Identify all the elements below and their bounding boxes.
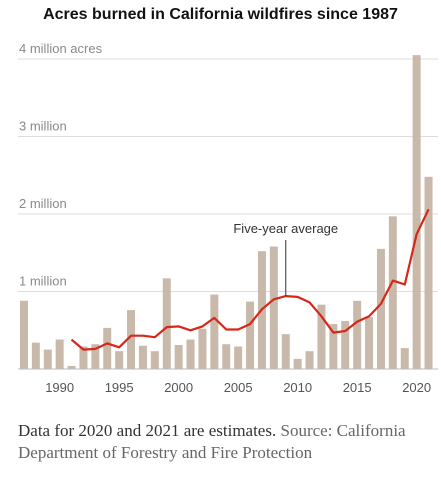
- annotation-group: Five-year average: [233, 221, 338, 297]
- bar: [103, 327, 112, 369]
- bar: [210, 294, 219, 369]
- annotation-label: Five-year average: [233, 221, 338, 236]
- x-tick-label: 2010: [283, 380, 312, 395]
- bar: [31, 342, 40, 369]
- grid-lines: [18, 58, 438, 292]
- bar: [424, 176, 433, 369]
- bar: [365, 317, 374, 369]
- bar: [341, 320, 350, 369]
- bar: [353, 300, 362, 369]
- x-tick-label: 2000: [164, 380, 193, 395]
- bar: [305, 351, 314, 369]
- bar: [127, 310, 136, 369]
- source-note: Source: California Department of Forestr…: [18, 421, 406, 462]
- bar: [19, 300, 28, 369]
- bar: [293, 358, 302, 369]
- bar: [162, 278, 171, 369]
- bar: [234, 346, 243, 369]
- bar: [67, 365, 76, 369]
- x-tick-label: 2015: [343, 380, 372, 395]
- bars: [19, 55, 433, 369]
- y-tick-label: 2 million: [19, 196, 67, 211]
- bar: [186, 339, 195, 369]
- y-tick-labels: 1 million 2 million 3 million 4 million acr…: [19, 41, 103, 289]
- x-tick-labels: 1990 1995 2000 2005 2010 2015 2020: [45, 380, 431, 395]
- bar: [43, 349, 52, 369]
- estimate-note: Data for 2020 and 2021 are estimates.: [18, 421, 277, 440]
- chart-title: Acres burned in California wildfires sin…: [43, 6, 398, 23]
- x-tick-label: 2005: [224, 380, 253, 395]
- bar: [376, 248, 385, 369]
- bar: [79, 346, 88, 369]
- bar: [412, 55, 421, 369]
- bar: [222, 344, 231, 369]
- x-tick-label: 1990: [45, 380, 74, 395]
- chart: Five-year average 1 million 2 million 3 mi…: [18, 41, 438, 395]
- y-tick-label: 1 million: [19, 274, 67, 289]
- five-year-average-line: [70, 208, 430, 351]
- footnote: Data for 2020 and 2021 are estimates. So…: [18, 420, 428, 464]
- bar: [400, 348, 409, 369]
- x-tick-label: 1995: [105, 380, 134, 395]
- bar: [329, 324, 338, 369]
- y-tick-label: 3 million: [19, 119, 67, 134]
- bar: [246, 301, 255, 369]
- bar: [269, 246, 278, 369]
- bar: [388, 216, 397, 369]
- bar: [55, 339, 64, 369]
- bar: [138, 345, 147, 369]
- x-tick-label: 2020: [402, 380, 431, 395]
- bar: [198, 328, 207, 369]
- bar: [281, 334, 290, 369]
- bar: [317, 304, 326, 369]
- bar: [174, 344, 183, 369]
- bar: [115, 351, 124, 369]
- bar: [91, 344, 100, 369]
- y-tick-label: 4 million acres: [19, 41, 103, 56]
- bar: [150, 351, 159, 369]
- average-line-group: [70, 208, 430, 351]
